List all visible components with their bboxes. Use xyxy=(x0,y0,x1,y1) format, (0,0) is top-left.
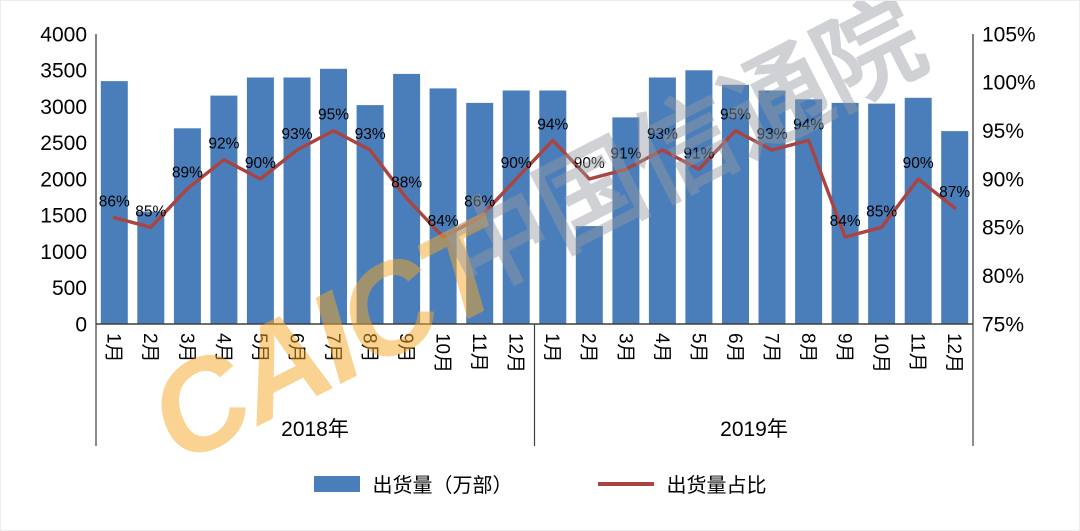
data-label: 84% xyxy=(830,213,861,230)
right-axis-tick: 75% xyxy=(982,313,1024,336)
month-label: 8月 xyxy=(358,333,379,363)
bar xyxy=(356,105,384,324)
bar xyxy=(575,226,603,324)
month-label: 4月 xyxy=(651,333,672,363)
bar xyxy=(173,128,201,325)
bar xyxy=(283,77,311,324)
month-label: 3月 xyxy=(176,333,197,363)
month-label: 1月 xyxy=(103,333,124,363)
left-axis-tick: 1000 xyxy=(40,241,87,264)
bar xyxy=(246,77,274,324)
legend-label-shipments: 出货量（万部） xyxy=(372,475,513,497)
right-axis-tick: 90% xyxy=(982,168,1024,191)
month-label: 12月 xyxy=(943,333,964,373)
left-axis-tick: 2500 xyxy=(40,132,87,155)
data-label: 93% xyxy=(756,126,787,143)
left-axis-tick: 1500 xyxy=(40,205,87,228)
data-label: 94% xyxy=(537,116,568,133)
left-axis-tick: 0 xyxy=(75,313,87,336)
legend-item-share: 出货量占比 xyxy=(597,469,767,498)
right-axis-tick: 80% xyxy=(982,265,1024,288)
right-axis-tick: 105% xyxy=(982,23,1036,46)
bar xyxy=(648,77,676,324)
data-label: 94% xyxy=(793,116,824,133)
bar-swatch xyxy=(313,475,360,492)
month-label: 9月 xyxy=(833,333,854,363)
bar xyxy=(466,102,494,325)
year-label-2019: 2019年 xyxy=(720,418,788,441)
month-label: 10月 xyxy=(431,333,452,373)
data-label: 93% xyxy=(647,126,678,143)
data-label: 90% xyxy=(574,155,605,172)
bar xyxy=(795,99,823,325)
data-label: 95% xyxy=(318,107,349,124)
legend-label-share: 出货量占比 xyxy=(666,475,767,497)
bar xyxy=(904,97,932,324)
bar xyxy=(539,90,567,324)
data-label: 92% xyxy=(208,136,239,153)
data-label: 89% xyxy=(172,165,203,182)
data-label: 90% xyxy=(245,155,276,172)
legend-item-shipments: 出货量（万部） xyxy=(313,469,513,498)
bar xyxy=(502,90,530,324)
data-label: 85% xyxy=(866,203,897,220)
data-label: 84% xyxy=(428,213,459,230)
month-label: 2月 xyxy=(139,333,160,363)
bar xyxy=(758,90,786,324)
data-label: 93% xyxy=(355,126,386,143)
bar xyxy=(429,88,457,325)
month-label: 11月 xyxy=(468,333,489,372)
bar xyxy=(100,81,128,324)
data-label: 85% xyxy=(135,203,166,220)
right-axis-tick: 100% xyxy=(982,72,1036,95)
data-label: 93% xyxy=(281,126,312,143)
data-label: 90% xyxy=(903,155,934,172)
month-label: 1月 xyxy=(541,333,562,363)
bar xyxy=(941,131,969,324)
data-label: 88% xyxy=(391,174,422,191)
month-label: 5月 xyxy=(249,333,270,363)
month-label: 8月 xyxy=(797,333,818,363)
year-label-2018: 2018年 xyxy=(281,418,349,441)
bar xyxy=(722,84,749,325)
data-label: 95% xyxy=(720,107,751,124)
month-label: 11月 xyxy=(907,333,928,372)
line-swatch xyxy=(597,481,654,486)
month-label: 6月 xyxy=(724,333,745,363)
data-label: 86% xyxy=(99,194,130,211)
data-label: 86% xyxy=(464,194,495,211)
left-axis-tick: 3000 xyxy=(40,96,87,119)
month-label: 3月 xyxy=(614,333,635,363)
month-label: 2月 xyxy=(578,333,599,363)
bar xyxy=(685,70,713,325)
bar xyxy=(210,95,238,324)
left-axis-tick: 2000 xyxy=(40,168,87,191)
month-label: 12月 xyxy=(505,333,526,373)
right-axis-tick: 95% xyxy=(982,120,1024,143)
bar xyxy=(137,211,165,324)
month-label: 6月 xyxy=(285,333,306,363)
month-label: 4月 xyxy=(212,333,233,363)
left-axis-tick: 500 xyxy=(52,277,87,300)
bar xyxy=(320,68,347,324)
legend: 出货量（万部） 出货量占比 xyxy=(1,469,1079,498)
month-label: 7月 xyxy=(322,333,343,363)
month-label: 9月 xyxy=(395,333,416,363)
month-label: 7月 xyxy=(760,333,781,363)
month-label: 10月 xyxy=(870,333,891,373)
trend-line xyxy=(112,128,957,239)
data-label: 91% xyxy=(610,145,641,162)
bar xyxy=(612,117,640,325)
month-label: 5月 xyxy=(687,333,708,363)
data-label: 90% xyxy=(501,155,532,172)
right-axis-tick: 85% xyxy=(982,217,1024,240)
data-label: 91% xyxy=(683,145,714,162)
data-label: 87% xyxy=(939,184,970,201)
left-axis-tick: 4000 xyxy=(40,23,87,46)
left-axis-tick: 3500 xyxy=(40,60,87,83)
